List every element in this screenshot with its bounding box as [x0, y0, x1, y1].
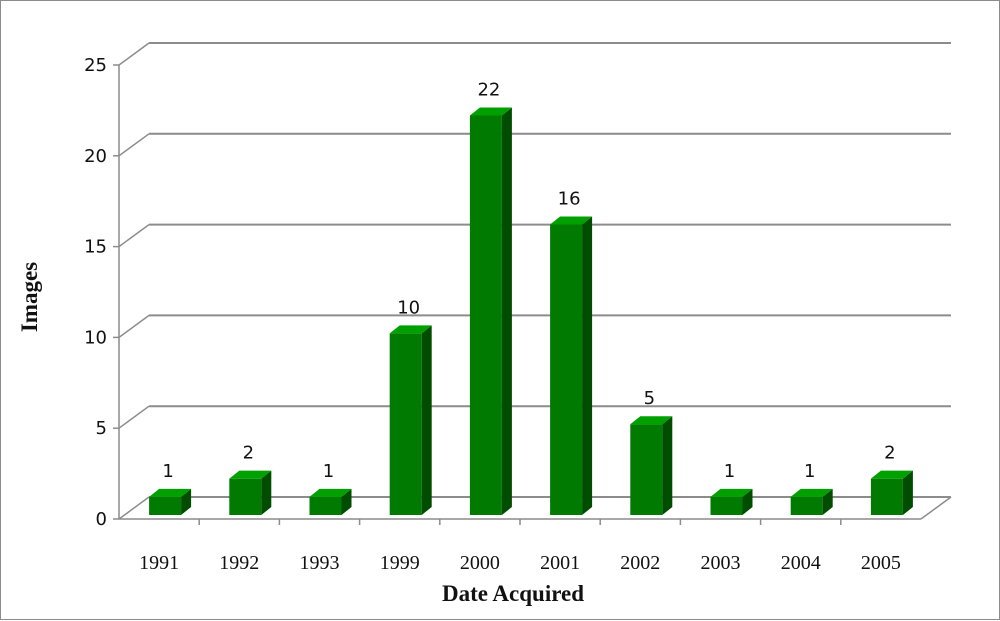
bar-front: [469, 115, 502, 515]
bar-top: [469, 107, 512, 116]
data-label: 5: [644, 388, 655, 409]
bar-side: [501, 107, 512, 515]
data-label: 1: [162, 461, 173, 482]
x-tick-label: 2000: [460, 552, 500, 574]
gridline-connector: [118, 405, 150, 429]
bar-side: [902, 470, 913, 515]
bar-top: [389, 325, 432, 334]
bar-top: [870, 470, 913, 479]
bar-front: [630, 424, 663, 515]
y-tick-label: 10: [84, 327, 107, 348]
x-tick-label: 2004: [781, 552, 821, 574]
x-tick-label: 1991: [139, 552, 179, 574]
x-tick-label: 2001: [540, 552, 580, 574]
bar-side: [181, 488, 192, 515]
data-label: 2: [884, 443, 895, 464]
y-tick-label: 0: [96, 509, 107, 530]
floor-edge: [920, 496, 952, 520]
x-tick-label: 2002: [620, 552, 660, 574]
x-tick-label: 1993: [300, 552, 340, 574]
bar-side: [261, 470, 272, 515]
bar-side: [822, 488, 833, 515]
bar-side: [421, 325, 432, 515]
bar-front: [229, 478, 262, 515]
bar-top: [229, 470, 272, 479]
data-label: 10: [397, 297, 420, 318]
gridline-connector: [118, 223, 150, 248]
gridline-connector: [118, 314, 150, 339]
bar-top: [149, 488, 192, 497]
x-tick-label: 2003: [701, 552, 741, 574]
bar-top: [710, 488, 753, 497]
bar-side: [341, 488, 352, 515]
data-label: 1: [804, 461, 815, 482]
data-label: 22: [477, 79, 500, 100]
gridline-connector: [118, 133, 150, 157]
bar-side: [582, 216, 593, 515]
bar-front: [389, 333, 422, 515]
bar-top: [550, 216, 593, 225]
x-tick-label: 1999: [380, 552, 420, 574]
bar-front: [550, 224, 583, 515]
bar-top: [309, 488, 352, 497]
data-label: 1: [724, 461, 735, 482]
bar-front: [790, 496, 823, 515]
bar-top: [790, 488, 833, 497]
y-tick-label: 20: [84, 146, 107, 167]
bar-layer: [149, 107, 913, 515]
data-label: 2: [243, 443, 254, 464]
bar-side: [742, 488, 753, 515]
data-label: 16: [558, 188, 581, 209]
y-axis-title: Images: [17, 262, 42, 332]
y-tick-label: 25: [84, 55, 107, 76]
bar-side: [662, 416, 673, 515]
gridline-connector: [118, 496, 150, 520]
y-tick-label: 15: [84, 237, 107, 258]
bar-front: [710, 496, 743, 515]
label-layer: 0510152025119912199211993101999222000162…: [84, 55, 901, 574]
data-label: 1: [323, 461, 334, 482]
bar-front: [149, 496, 182, 515]
bar-top: [630, 416, 673, 425]
bar-front: [870, 478, 903, 515]
x-tick-label: 1992: [219, 552, 259, 574]
x-tick-label: 2005: [861, 552, 901, 574]
bar-front: [309, 496, 342, 515]
gridline-connector: [118, 42, 150, 66]
grid-layer: [113, 42, 952, 525]
y-tick-label: 5: [96, 418, 107, 439]
x-axis-title: Date Acquired: [442, 581, 584, 606]
